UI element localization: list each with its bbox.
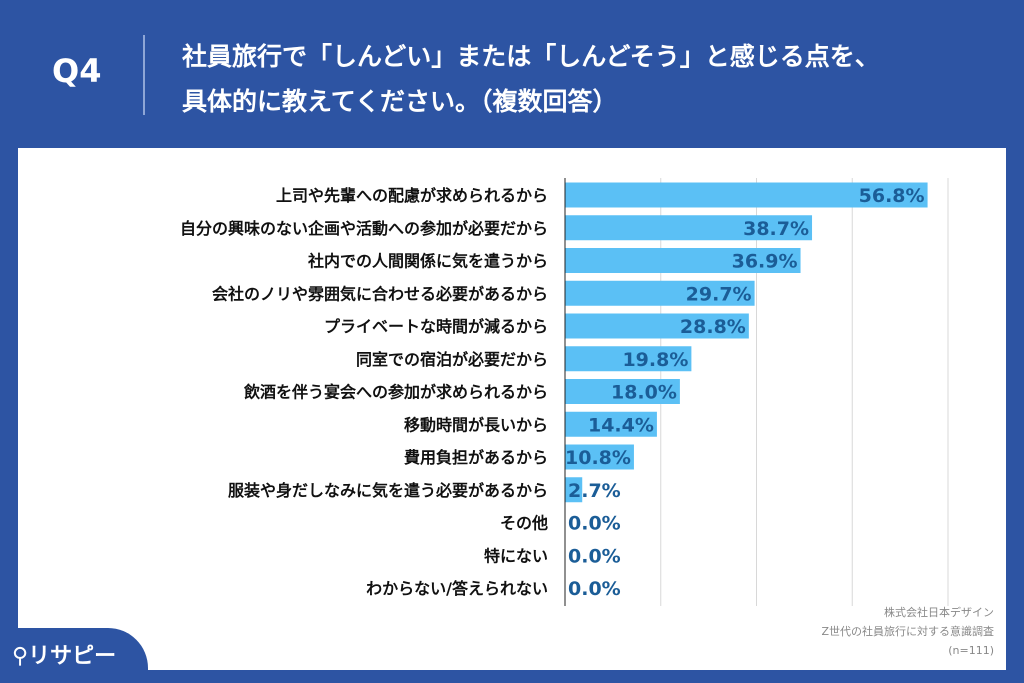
category-label: 費用負担があるから (404, 448, 548, 467)
value-label: 18.0% (611, 382, 677, 404)
chart-card (18, 148, 1006, 670)
value-label: 0.0% (568, 513, 621, 535)
bar (565, 280, 755, 306)
category-label: 飲酒を伴う宴会への参加が求められるから (243, 383, 548, 402)
category-label: わからない/答えられない (366, 579, 548, 598)
logo: ⚲リサピー (0, 628, 148, 683)
logo-text: リサピー (28, 644, 117, 669)
header-divider (143, 35, 145, 115)
category-label: 移動時間が長いから (404, 415, 548, 434)
bar (565, 346, 692, 372)
value-label: 36.9% (732, 251, 798, 273)
bar (565, 182, 928, 208)
value-label: 0.0% (568, 578, 621, 600)
bar (565, 477, 583, 503)
bar (565, 444, 634, 470)
category-label: 上司や先輩への配慮が求められるから (276, 186, 548, 205)
category-label: 自分の興味のない企画や活動への参加が必要だから (180, 219, 548, 238)
value-label: 19.8% (622, 349, 688, 371)
question-title: 社員旅行で「しんどい」または「しんどそう」と感じる点を、 具体的に教えてください… (182, 34, 880, 124)
value-label: 28.8% (680, 316, 746, 338)
bar (565, 313, 749, 339)
value-label: 29.7% (686, 283, 752, 305)
question-number: Q4 (52, 52, 102, 90)
bar (565, 215, 813, 241)
value-label: 56.8% (859, 185, 925, 207)
value-label: 0.0% (568, 545, 621, 567)
bar (565, 411, 657, 437)
value-label: 14.4% (588, 414, 654, 436)
sample-size: (n=111) (948, 644, 994, 657)
source-survey: Z世代の社員旅行に対する意識調査 (821, 625, 994, 638)
category-label: 特にない (484, 546, 548, 565)
source-note: 株式会社日本デザイン Z世代の社員旅行に対する意識調査 (n=111) (821, 603, 994, 660)
value-label: 38.7% (743, 218, 809, 240)
title-line-2: 具体的に教えてください。（複数回答） (182, 87, 618, 116)
category-label: プライベートな時間が減るから (324, 317, 548, 336)
category-label: 会社のノリや雰囲気に合わせる必要があるから (212, 284, 548, 303)
bar (565, 248, 801, 273)
category-label: その他 (500, 514, 548, 533)
category-label: 社内での人間関係に気を遣うから (307, 252, 548, 271)
category-label: 同室での宿泊が必要だから (356, 350, 548, 369)
bar (565, 379, 680, 404)
source-company: 株式会社日本デザイン (884, 606, 994, 619)
value-label: 2.7% (568, 480, 621, 502)
value-label: 10.8% (565, 447, 631, 469)
logo-icon: ⚲ (12, 644, 29, 669)
category-label: 服装や身だしなみに気を遣う必要があるから (228, 481, 548, 500)
title-line-1: 社員旅行で「しんどい」または「しんどそう」と感じる点を、 (182, 42, 880, 71)
